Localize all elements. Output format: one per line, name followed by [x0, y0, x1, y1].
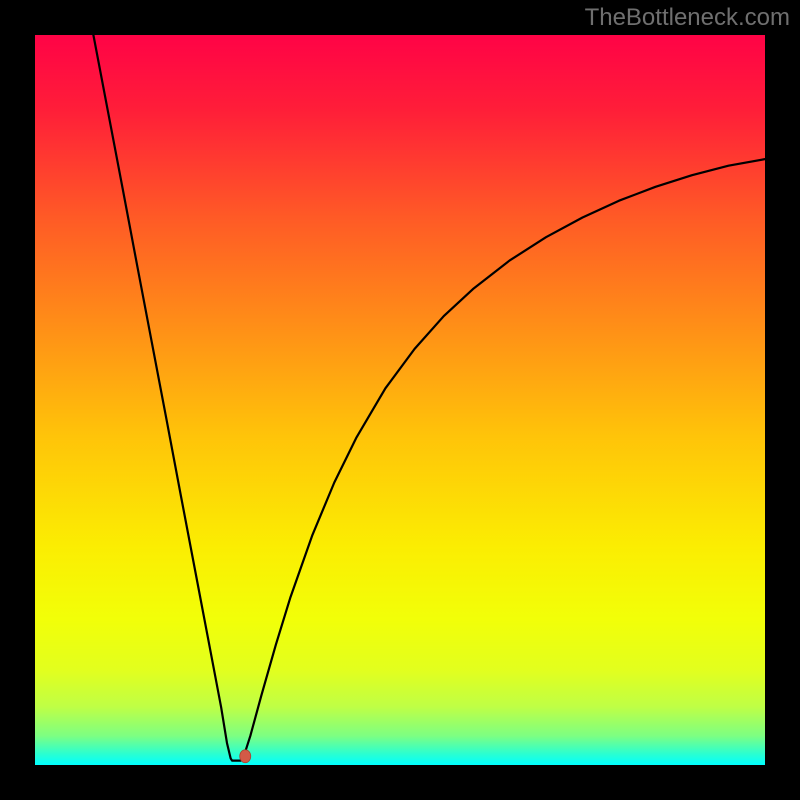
minimum-marker: [240, 750, 251, 763]
gradient-background: [35, 35, 765, 765]
plot-area: [35, 35, 765, 765]
plot-svg: [35, 35, 765, 765]
watermark-text: TheBottleneck.com: [585, 4, 790, 32]
chart-frame: TheBottleneck.com: [0, 0, 800, 800]
